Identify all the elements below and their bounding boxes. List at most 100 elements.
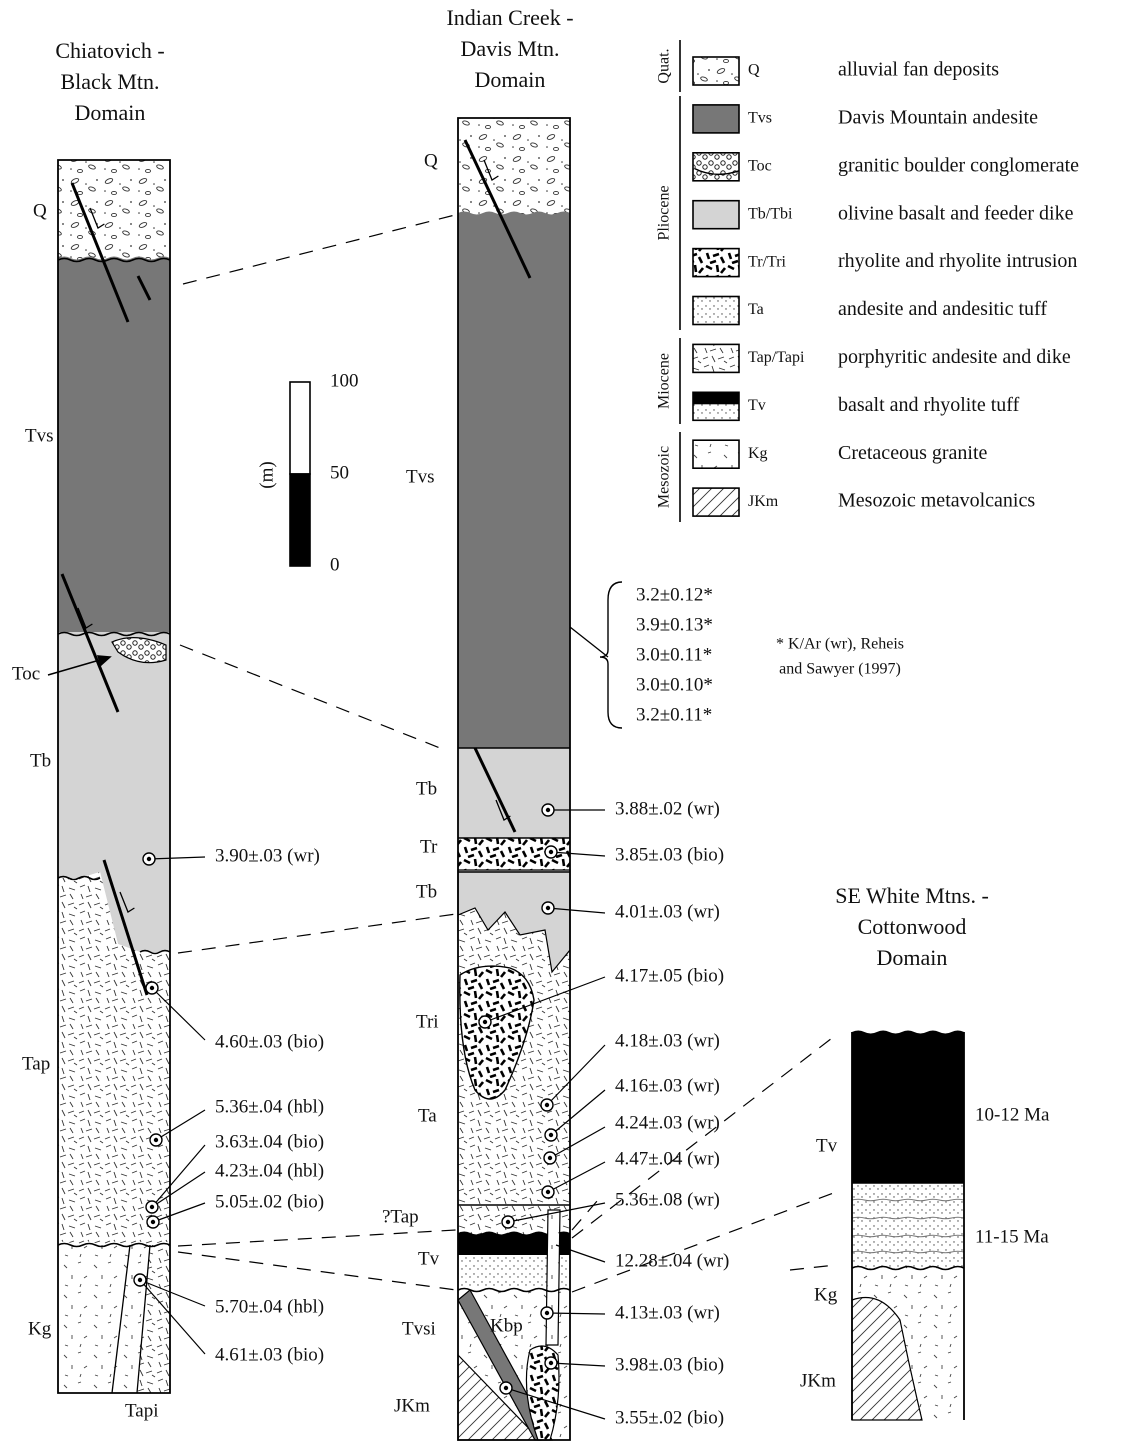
legend-description: andesite and andesitic tuff bbox=[838, 298, 1047, 320]
sample-site-dot bbox=[150, 986, 154, 990]
scale-unit: (m) bbox=[256, 461, 277, 488]
bracket-leader bbox=[570, 627, 608, 657]
legend-code: Tv bbox=[748, 397, 766, 414]
unit-label: Tvs bbox=[25, 425, 54, 446]
stratigraphic-columns: 100 50 0 (m) Quat. Pliocene Miocene Mesozoic Qal… bbox=[0, 0, 1133, 1442]
kar-note: * K/Ar (wr), Reheis bbox=[776, 636, 904, 653]
kar-age-label: 3.9±0.13* bbox=[636, 614, 713, 635]
column-title: Chiatovich - bbox=[55, 38, 164, 63]
legend-description: granitic boulder conglomerate bbox=[838, 154, 1079, 176]
correlation-line bbox=[790, 1265, 836, 1270]
age-label: 5.70±.04 (hbl) bbox=[215, 1296, 324, 1317]
unit-label: Kg bbox=[814, 1284, 838, 1305]
period-label: Miocene bbox=[656, 353, 673, 409]
unit-label: Kg bbox=[28, 1318, 52, 1339]
legend-code: Tvs bbox=[748, 110, 772, 127]
legend-code: Tr/Tri bbox=[748, 253, 787, 270]
legend-description: Cretaceous granite bbox=[838, 442, 987, 464]
age-label: 3.85±.03 (bio) bbox=[615, 844, 724, 865]
legend-code: Tap/Tapi bbox=[748, 349, 805, 366]
legend-description: Davis Mountain andesite bbox=[838, 106, 1038, 128]
correlation-line bbox=[178, 1230, 456, 1246]
age-label: 4.47±.04 (wr) bbox=[615, 1148, 720, 1169]
scale-tick-label: 0 bbox=[330, 554, 340, 575]
age-label: 3.55±.02 (bio) bbox=[615, 1407, 724, 1428]
sample-site-dot bbox=[138, 1278, 142, 1282]
legend-swatch bbox=[693, 249, 739, 277]
age-bracket bbox=[600, 582, 622, 728]
legend-swatch bbox=[693, 297, 739, 325]
legend-swatch bbox=[693, 201, 739, 229]
legend-code: Kg bbox=[748, 445, 768, 462]
sample-site-dot bbox=[546, 808, 550, 812]
unit-label: Tv bbox=[816, 1135, 838, 1156]
legend-code: Q bbox=[748, 62, 760, 79]
unit-label: Tapi bbox=[125, 1400, 159, 1421]
dike-kbp bbox=[546, 1210, 560, 1345]
legend-description: Mesozoic metavolcanics bbox=[838, 490, 1035, 512]
age-label: 4.61±.03 (bio) bbox=[215, 1344, 324, 1365]
period-label: Mesozoic bbox=[656, 446, 673, 508]
correlation-line bbox=[178, 914, 456, 953]
legend-description: rhyolite and rhyolite intrusion bbox=[838, 250, 1077, 272]
sample-site-dot bbox=[151, 1220, 155, 1224]
kar-age-label: 3.0±0.11* bbox=[636, 644, 712, 665]
sample-site-dot bbox=[504, 1386, 508, 1390]
kar-note: and Sawyer (1997) bbox=[779, 661, 901, 678]
legend-code: Toc bbox=[748, 157, 772, 174]
age-label: 3.63±.04 (bio) bbox=[215, 1131, 324, 1152]
legend-description: alluvial fan deposits bbox=[838, 59, 999, 81]
sample-site-dot bbox=[545, 1311, 549, 1315]
unit-label: Q bbox=[424, 150, 438, 171]
sample-site-dot bbox=[546, 906, 550, 910]
unit-tvs bbox=[458, 212, 570, 751]
legend-swatch-basalt bbox=[693, 392, 739, 404]
unit-label: Tb bbox=[30, 750, 51, 771]
age-label: 5.05±.02 (bio) bbox=[215, 1191, 324, 1212]
unit-label: Tvs bbox=[406, 466, 435, 487]
sample-site-dot bbox=[548, 1156, 552, 1160]
unit-label: Tb bbox=[416, 881, 437, 902]
age-label: 12.28±.04 (wr) bbox=[615, 1250, 729, 1271]
unit-label: Tb bbox=[416, 778, 437, 799]
sample-site-dot bbox=[546, 1190, 550, 1194]
legend-code: Ta bbox=[748, 301, 764, 318]
age-label: 4.16±.03 (wr) bbox=[615, 1075, 720, 1096]
scale-tick-label: 100 bbox=[330, 370, 359, 391]
sample-site-dot bbox=[147, 857, 151, 861]
sample-site-dot bbox=[549, 1133, 553, 1137]
period-label: Quat. bbox=[656, 48, 673, 83]
legend-swatch bbox=[693, 105, 739, 133]
age-label: 4.01±.03 (wr) bbox=[615, 901, 720, 922]
age-label: 3.90±.03 (wr) bbox=[215, 845, 320, 866]
scale-tick-label: 50 bbox=[330, 462, 349, 483]
correlation-line bbox=[178, 1252, 456, 1290]
unit-label: JKm bbox=[800, 1370, 836, 1391]
unit-q bbox=[58, 160, 170, 262]
sample-site-dot bbox=[154, 1138, 158, 1142]
unit-tv-basalt bbox=[852, 1031, 964, 1184]
period-label: Pliocene bbox=[656, 185, 673, 240]
age-label: 4.18±.03 (wr) bbox=[615, 1030, 720, 1051]
unit-label: Tri bbox=[416, 1011, 439, 1032]
legend-description: olivine basalt and feeder dike bbox=[838, 202, 1074, 224]
unit-label: Kbp bbox=[490, 1315, 523, 1336]
kar-age-label: 3.2±0.11* bbox=[636, 704, 712, 725]
unit-label: JKm bbox=[394, 1395, 430, 1416]
legend-code: JKm bbox=[748, 493, 779, 510]
column-title: Domain bbox=[75, 100, 146, 125]
column-title: Cottonwood bbox=[858, 914, 967, 939]
kar-age-label: 3.2±0.12* bbox=[636, 584, 713, 605]
legend-description: basalt and rhyolite tuff bbox=[838, 394, 1020, 416]
sample-site-dot bbox=[506, 1220, 510, 1224]
unit-tb bbox=[458, 748, 570, 840]
sample-site-dot bbox=[549, 850, 553, 854]
kar-age-label: 3.0±0.10* bbox=[636, 674, 713, 695]
sample-site-dot bbox=[545, 1103, 549, 1107]
column-title: Indian Creek - bbox=[446, 5, 573, 30]
age-label: 4.60±.03 (bio) bbox=[215, 1031, 324, 1052]
age-label: 10-12 Ma bbox=[975, 1104, 1050, 1125]
unit-label: ?Tap bbox=[382, 1206, 419, 1227]
column-title: Black Mtn. bbox=[61, 69, 160, 94]
correlation-line bbox=[180, 645, 440, 748]
